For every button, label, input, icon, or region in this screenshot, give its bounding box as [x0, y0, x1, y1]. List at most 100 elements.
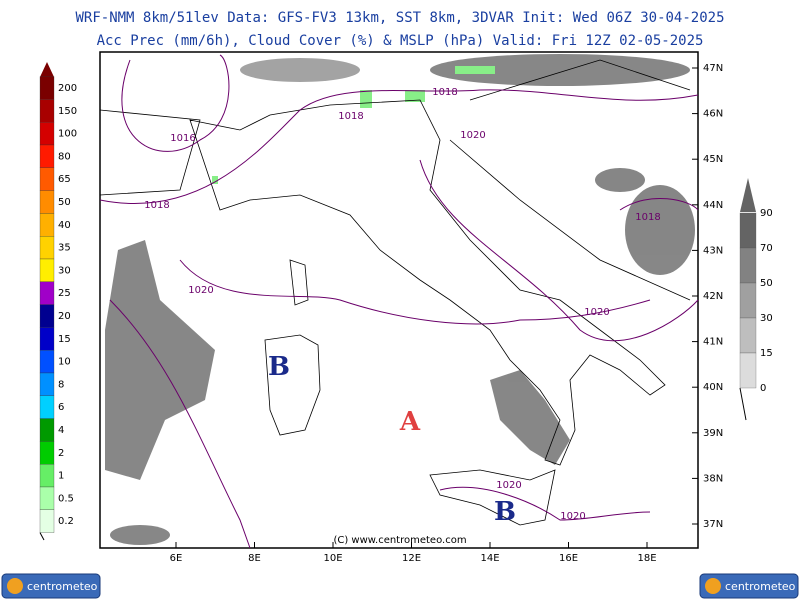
precip-swatch: [39, 418, 55, 442]
isobar-label: 1020: [584, 307, 609, 318]
precip-label: 4: [58, 425, 64, 436]
cloud-swatch: [739, 317, 757, 354]
pressure-center: B: [268, 352, 290, 382]
precip-swatch: [39, 76, 55, 100]
precip-swatch: [39, 327, 55, 351]
cloud-label: 0: [760, 383, 766, 394]
precip-label: 6: [58, 402, 64, 413]
lon-label: 16E: [559, 553, 578, 564]
precip-swatch: [39, 144, 55, 168]
cloud-label: 70: [760, 243, 773, 254]
precip-label: 15: [58, 334, 71, 345]
lat-label: 40N: [703, 382, 723, 393]
lon-label: 14E: [480, 553, 499, 564]
precip-label: 150: [58, 106, 77, 117]
lon-label: 6E: [170, 553, 183, 564]
precip-legend-tip: [40, 62, 54, 77]
coastlines: [99, 59, 691, 526]
precip-swatch: [39, 441, 55, 465]
header-line2: Acc Prec (mm/6h), Cloud Cover (%) & MSLP…: [97, 33, 704, 49]
precip-label: 40: [58, 220, 71, 231]
isobar-label: 1018: [144, 200, 169, 211]
isobars: [99, 54, 699, 549]
precip-swatch: [39, 464, 55, 488]
isobar-label: 1020: [496, 480, 521, 491]
map: [99, 51, 699, 549]
logo-icon: [7, 578, 23, 594]
lon-label: 18E: [637, 553, 656, 564]
precip-swatch: [39, 486, 55, 510]
isobar-label: 1018: [432, 87, 457, 98]
precip-swatch: [39, 167, 55, 191]
precip-label: 50: [58, 197, 71, 208]
pressure-center: B: [494, 497, 516, 527]
precip-label: 8: [58, 379, 64, 390]
isobar-label: 1018: [635, 212, 660, 223]
precip-swatch: [39, 99, 55, 123]
precip-label: 80: [58, 151, 71, 162]
cloud-label: 50: [760, 278, 773, 289]
lat-label: 47N: [703, 63, 723, 74]
logo-box: [1, 573, 101, 599]
lat-label: 38N: [703, 473, 723, 484]
lat-label: 42N: [703, 291, 723, 302]
logo-box: [699, 573, 799, 599]
precip-swatch: [39, 213, 55, 237]
precip-legend-tail: [39, 532, 45, 541]
precip-swatch: [39, 190, 55, 214]
lon-label: 12E: [402, 553, 421, 564]
precip-label: 20: [58, 311, 71, 322]
cloud-swatch: [739, 212, 757, 249]
precip-swatch: [39, 122, 55, 146]
precip-label: 2: [58, 448, 64, 459]
cloud-swatch: [739, 282, 757, 319]
isobar-label: 1020: [188, 285, 213, 296]
cloud-label: 15: [760, 348, 773, 359]
copyright: (C) www.centrometeo.com: [333, 535, 466, 546]
isobar-label: 1020: [560, 511, 585, 522]
precip-swatch: [39, 509, 55, 533]
precip-label: 0.5: [58, 493, 74, 504]
precip-swatch: [39, 258, 55, 282]
lat-label: 39N: [703, 428, 723, 439]
precip-swatch: [39, 372, 55, 396]
lat-label: 44N: [703, 200, 723, 211]
lat-label: 37N: [703, 519, 723, 530]
precip-label: 25: [58, 288, 71, 299]
precip-swatch: [39, 281, 55, 305]
logo-text: centrometeo: [27, 580, 98, 593]
lat-label: 41N: [703, 337, 723, 348]
precip-label: 30: [58, 265, 71, 276]
isobar-label: 1018: [338, 111, 363, 122]
lon-label: 8E: [248, 553, 261, 564]
precip-label: 1: [58, 471, 64, 482]
lon-label: 10E: [323, 553, 342, 564]
logo-icon: [705, 578, 721, 594]
cloud-label: 30: [760, 313, 773, 324]
pressure-center: A: [399, 407, 421, 437]
precip-swatch: [39, 350, 55, 374]
cloud-legend-tail: [739, 387, 747, 421]
lat-label: 45N: [703, 154, 723, 165]
precip-label: 10: [58, 357, 71, 368]
cloud-swatch: [739, 352, 757, 389]
map-frame: [99, 51, 699, 549]
precip-label: 65: [58, 174, 71, 185]
lat-label: 46N: [703, 109, 723, 120]
isobar-label: 1016: [170, 133, 195, 144]
precip-label: 0.2: [58, 516, 74, 527]
precip-swatch: [39, 304, 55, 328]
precip-label: 100: [58, 129, 77, 140]
cloud-swatch: [739, 247, 757, 284]
precip-label: 35: [58, 243, 71, 254]
precip-swatch: [39, 395, 55, 419]
cloud-label: 90: [760, 208, 773, 219]
isobar-label: 1020: [460, 130, 485, 141]
precip-swatch: [39, 236, 55, 260]
header-line1: WRF-NMM 8km/51lev Data: GFS-FV3 13km, SS…: [75, 10, 724, 26]
cloud-legend-tip: [740, 178, 756, 212]
logo-text: centrometeo: [725, 580, 796, 593]
lat-label: 43N: [703, 245, 723, 256]
